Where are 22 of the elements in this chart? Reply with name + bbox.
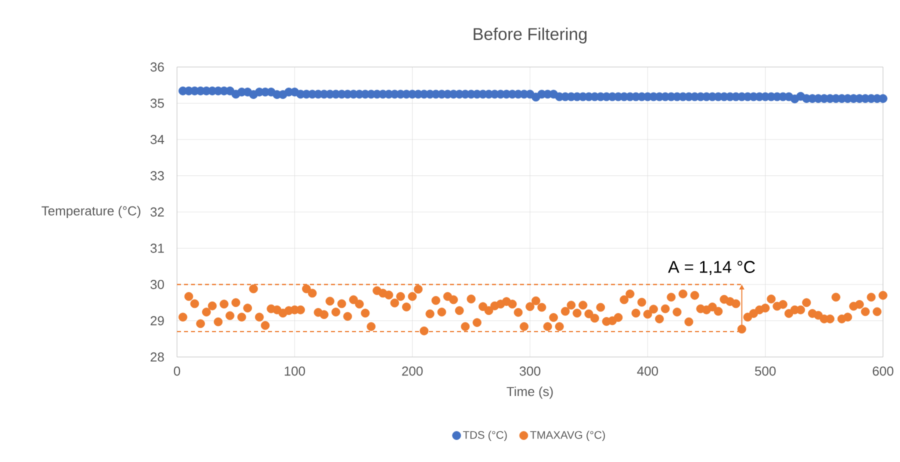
chart-title: Before Filtering bbox=[474, 28, 587, 44]
y-tick-label: 32 bbox=[150, 207, 164, 217]
x-axis-title: Time (s) bbox=[506, 386, 553, 399]
x-tick-label: 100 bbox=[284, 366, 306, 376]
x-tick-label: 200 bbox=[402, 366, 423, 376]
y-tick-label: 31 bbox=[150, 244, 164, 253]
y-tick-label: 36 bbox=[150, 62, 164, 72]
y-tick-label: 33 bbox=[150, 171, 164, 180]
x-tick-label: 500 bbox=[755, 366, 776, 376]
annotation: A = 1,14 °C bbox=[668, 260, 755, 275]
y-tick-label: 30 bbox=[150, 280, 164, 290]
y-tick-label: 34 bbox=[150, 134, 164, 144]
y-tick-label: 29 bbox=[150, 316, 164, 326]
legend-label: TDS (°C) bbox=[463, 430, 507, 442]
legend-label: TMAXAVG (°C) bbox=[530, 430, 605, 442]
y-tick-label: 28 bbox=[150, 352, 164, 362]
y-tick-label: 35 bbox=[150, 98, 164, 108]
x-tick-label: 600 bbox=[872, 366, 894, 376]
x-tick-label: 400 bbox=[637, 366, 658, 376]
x-tick-label: 300 bbox=[520, 366, 540, 376]
x-tick-label: 0 bbox=[174, 366, 180, 376]
y-axis-title: Temperature (°C) bbox=[42, 206, 140, 218]
